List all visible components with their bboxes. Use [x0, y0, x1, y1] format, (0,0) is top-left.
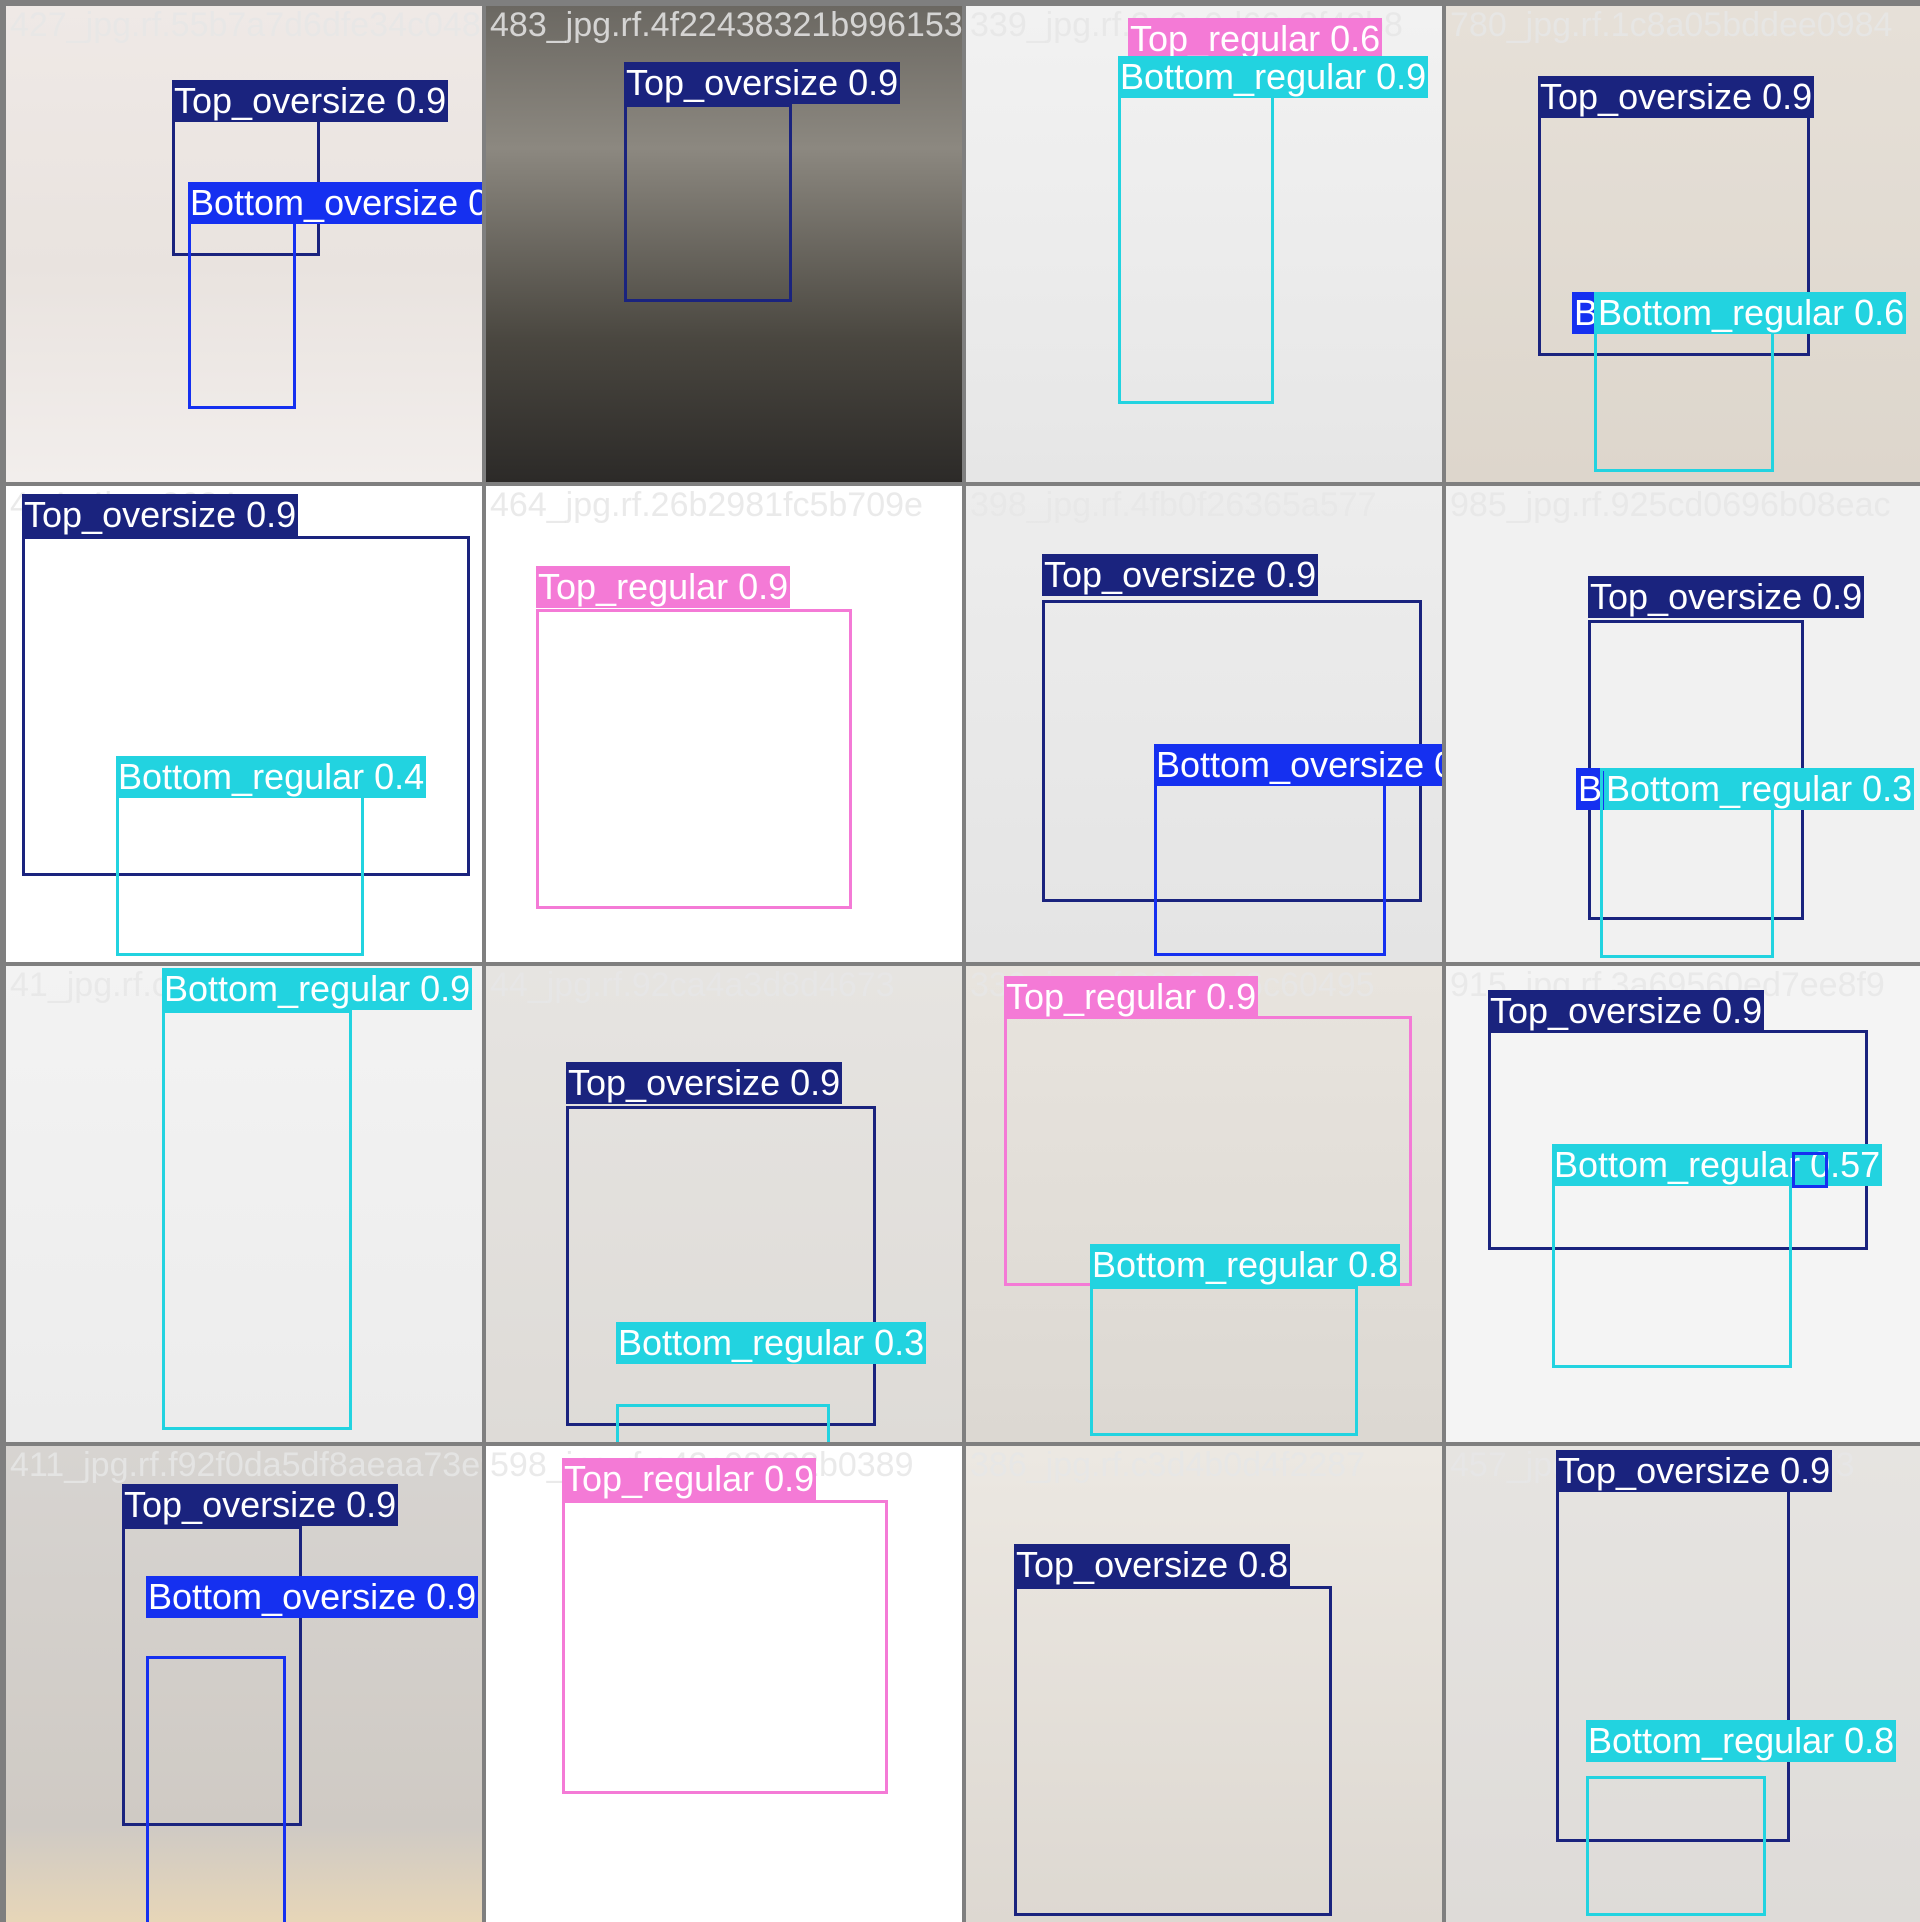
grid-tile: 598_jpg.rf.e42c98292b0389Top_regular 0.9 — [486, 1446, 962, 1922]
grid-tile: 398_jpg.rf.4fb0f26365a577 Top_oversize 0.… — [966, 486, 1442, 962]
grid-tile: 483_jpg.rf.4f22438321b996153 Top_oversize… — [486, 6, 962, 482]
image-filename: 780_jpg.rf.1c8a05bddee0984 — [1450, 6, 1893, 44]
detection-box — [536, 609, 852, 909]
grid-tile: 915_jpg.rf.3a69560ed7ee8f9 Top_oversize 0… — [1446, 966, 1920, 1442]
detection-label: Top_oversize 0.9 — [172, 80, 449, 122]
detection-label: Bottom_regular 0.9 — [1118, 56, 1429, 98]
detection-label: Bottom_oversize 0.7 — [1154, 744, 1442, 786]
detection-label: Top_oversize 0.9 — [1538, 76, 1815, 118]
grid-tile: 386_jpg.rf.c3d4b0d4f2287 Top_oversize 0.8 — [966, 1446, 1442, 1922]
grid-tile: 985_jpg.rf.925cd0696b08eac Top_oversize 0… — [1446, 486, 1920, 962]
detection-label: Top_oversize 0.9 — [22, 494, 299, 536]
grid-tile: 339_jpg.rf.2010a46c60495Top_regular 0.9B… — [966, 966, 1442, 1442]
detection-label: Top_regular 0.6 — [1128, 18, 1383, 60]
detection-label: Top_regular 0.9 — [1004, 976, 1259, 1018]
detection-box — [122, 1526, 302, 1826]
grid-tile: 411_jpg.rf.f92f0da5df8aeaa73e9 Top_oversi… — [6, 1446, 482, 1922]
detection-label: Bottom_regular 0.57 — [1552, 1144, 1883, 1186]
grid-tile: 44_jpg.rf.92ca4a3d8d4673 Top_oversize 0.9… — [486, 966, 962, 1442]
grid-tile: 780_jpg.rf.1c8a05bddee0984 Top_oversize 0… — [1446, 6, 1920, 482]
detection-label: Top_oversize 0.9 — [1488, 990, 1765, 1032]
image-filename: 427_jpg.rf.55b7a7d6dfe34c0487 — [10, 6, 482, 44]
detection-label: Bottom_regular 0.8 — [1586, 1720, 1897, 1762]
detection-label: Top_oversize 0.9 — [566, 1062, 843, 1104]
detection-box — [22, 536, 470, 876]
detection-label: Bottom_oversize 0.8 — [188, 182, 482, 224]
detection-box — [616, 1404, 830, 1442]
grid-tile: 427_jpg.rf.55b7a7d6dfe34c0487 Top_oversiz… — [6, 6, 482, 482]
image-filename: 398_jpg.rf.4fb0f26365a577 — [970, 486, 1377, 524]
detection-box — [566, 1106, 876, 1426]
grid-tile: 339_jpg.rf.2a6c9d66e8f43b8Top_regular 0.… — [966, 6, 1442, 482]
detection-box — [1090, 1286, 1358, 1436]
image-filename: 386_jpg.rf.c3d4b0d4f2287 — [970, 1446, 1366, 1484]
detection-label: Top_oversize 0.9 — [1042, 554, 1319, 596]
detection-label: Bottom_regular 0.4 — [116, 756, 427, 798]
detection-label: Top_oversize 0.8 — [1014, 1544, 1291, 1586]
grid-tile: 4e4a4baa3684Top_oversize 0.9Bottom_regul… — [6, 486, 482, 962]
detection-box — [162, 1010, 352, 1430]
grid-tile: 457_jpg.rf.9c5e2a1b0e473Top_oversize 0.9… — [1446, 1446, 1920, 1922]
image-filename: 411_jpg.rf.f92f0da5df8aeaa73e9 — [10, 1446, 482, 1484]
detection-box — [624, 104, 792, 302]
detection-label: Top_regular 0.9 — [562, 1458, 817, 1500]
detection-label: Top_oversize 0.9 — [122, 1484, 399, 1526]
detection-label: Bottom_regular 0.3 — [616, 1322, 927, 1364]
grid-tile: 464_jpg.rf.26b2981fc5b709e Top_regular 0.… — [486, 486, 962, 962]
detection-label: Top_oversize 0.9 — [1556, 1450, 1833, 1492]
detection-box — [146, 1656, 286, 1922]
detection-label: Bottom_regular 0.8 — [1090, 1244, 1401, 1286]
detection-label: Top_oversize 0.9 — [624, 62, 901, 104]
detection-box — [1792, 1152, 1828, 1188]
detection-label: Bottom_regular 0.6 — [1596, 292, 1907, 334]
detection-box — [1586, 1776, 1766, 1916]
detection-box — [1118, 82, 1274, 404]
detection-label: Top_regular 0.9 — [536, 566, 791, 608]
detection-label: Bottom_regular 0.3 — [1604, 768, 1915, 810]
detection-label: Top_oversize 0.9 — [1588, 576, 1865, 618]
detection-label: B — [1576, 768, 1605, 810]
image-filename: 44_jpg.rf.92ca4a3d8d4673 — [490, 966, 895, 1004]
detection-box — [116, 786, 364, 956]
image-filename: 464_jpg.rf.26b2981fc5b709e — [490, 486, 923, 524]
detection-box — [1014, 1586, 1332, 1916]
grid-tile: 41_jpg.rf.c4f0308e2a5a99bBottom_regular … — [6, 966, 482, 1442]
detection-box — [562, 1500, 888, 1794]
detection-label: Bottom_regular 0.9 — [162, 968, 473, 1010]
image-filename: 483_jpg.rf.4f22438321b996153 — [490, 6, 962, 44]
image-filename: 985_jpg.rf.925cd0696b08eac — [1450, 486, 1891, 524]
detection-label: Bottom_oversize 0.9 — [146, 1576, 479, 1618]
